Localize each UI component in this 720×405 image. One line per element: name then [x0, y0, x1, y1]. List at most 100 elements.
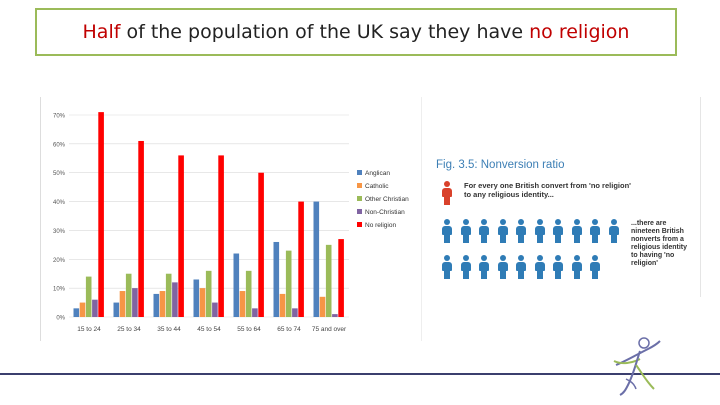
- x-tick-label: 15 to 24: [77, 326, 101, 333]
- person-body: [442, 226, 452, 235]
- bar-non-christian-6: [332, 314, 338, 317]
- person-head: [555, 255, 561, 261]
- legend-swatch: [357, 196, 362, 201]
- person-legs: [444, 196, 450, 205]
- bar-non-christian-4: [252, 308, 258, 317]
- nonvert-person-icon: [460, 255, 471, 279]
- bar-anglican-0: [73, 308, 80, 317]
- person-legs: [573, 234, 580, 243]
- nonvert-person-icon: [553, 219, 563, 243]
- person-legs: [555, 270, 561, 279]
- person-legs: [444, 234, 450, 243]
- person-body: [460, 226, 471, 235]
- bar-other-christian-3: [205, 270, 212, 317]
- person-head: [592, 219, 598, 225]
- religion-by-age-chart: 0% 10% 20% 30% 40% 50% 60% 70% 15 to 24 25 to 34 3…: [40, 97, 422, 341]
- person-body: [590, 262, 600, 271]
- x-tick-label: 35 to 44: [157, 326, 181, 333]
- bar-no-religion-3: [218, 155, 224, 317]
- bar-no-religion-1: [138, 140, 144, 317]
- person-legs: [481, 270, 487, 279]
- bar-anglican-3: [193, 279, 200, 317]
- bar-other-christian-4: [245, 270, 252, 317]
- y-tick-label: 50%: [53, 171, 66, 177]
- y-tick-label: 60%: [53, 142, 66, 148]
- person-body: [516, 226, 526, 235]
- person-body: [460, 262, 471, 271]
- person-body: [497, 262, 508, 271]
- nonvert-person-icon: [460, 219, 471, 243]
- nonvert-person-icon: [590, 255, 600, 279]
- bar-non-christian-5: [292, 308, 298, 317]
- person-legs: [481, 234, 487, 243]
- person-body: [497, 226, 508, 235]
- person-head: [518, 255, 524, 261]
- person-body: [479, 262, 489, 271]
- person-body: [590, 226, 600, 235]
- nonvert-person-icon: [516, 255, 526, 279]
- person-head: [536, 255, 543, 261]
- bar-other-christian-6: [325, 244, 332, 317]
- legend-swatch: [357, 170, 362, 175]
- bar-anglican-5: [273, 241, 280, 317]
- bar-other-christian-5: [285, 250, 292, 317]
- title-emphasis-half: Half: [82, 21, 121, 43]
- nonvert-person-icon: [442, 255, 452, 279]
- nonvert-person-icon: [608, 219, 619, 243]
- x-tick-label: 65 to 74: [277, 326, 301, 333]
- nonvert-person-icon: [534, 255, 545, 279]
- legend-swatch: [357, 222, 362, 227]
- legend-label: Other Christian: [365, 196, 409, 203]
- bar-catholic-2: [159, 291, 166, 317]
- y-tick-label: 70%: [53, 114, 66, 120]
- nonvert-person-icon: [571, 219, 582, 243]
- person-legs: [573, 270, 580, 279]
- person-legs: [462, 270, 469, 279]
- legend-swatch: [357, 183, 362, 188]
- legend-label: Catholic: [365, 183, 389, 190]
- bar-no-religion-4: [258, 172, 264, 317]
- person-legs: [610, 234, 617, 243]
- person-head: [536, 219, 543, 225]
- person-legs: [518, 234, 524, 243]
- nonvert-person-icon: [590, 219, 600, 243]
- person-legs: [536, 270, 543, 279]
- bar-other-christian-2: [165, 273, 172, 317]
- bar-no-religion-5: [298, 201, 304, 317]
- legend-swatch: [357, 209, 362, 214]
- nonvert-person-icon: [497, 255, 508, 279]
- nonvert-person-icon: [534, 219, 545, 243]
- nonvert-caption: ...there are nineteen British nonverts f…: [631, 220, 688, 267]
- person-head: [444, 255, 450, 261]
- nonversion-infographic: Fig. 3.5: Nonversion ratio For every one…: [428, 97, 701, 297]
- legend-label: Non-Christian: [365, 209, 405, 216]
- y-tick-label: 40%: [53, 200, 66, 206]
- bar-catholic-3: [199, 288, 206, 317]
- person-body: [553, 262, 563, 271]
- person-body: [608, 226, 619, 235]
- nonvert-person-icon: [571, 255, 582, 279]
- dancing-figure-logo-icon: [613, 337, 661, 396]
- person-head: [610, 219, 617, 225]
- legend-label: No religion: [365, 222, 396, 229]
- nonvert-person-icon: [516, 219, 526, 243]
- title-middle-text: of the population of the UK say they hav…: [120, 21, 530, 43]
- person-head: [499, 255, 506, 261]
- y-tick-label: 20%: [53, 258, 66, 264]
- person-head: [592, 255, 598, 261]
- nonvert-person-icon: [553, 255, 563, 279]
- person-legs: [555, 234, 561, 243]
- person-body: [571, 262, 582, 271]
- person-body: [442, 262, 452, 271]
- bar-other-christian-1: [125, 273, 132, 317]
- person-body: [534, 226, 545, 235]
- nonvert-person-icon: [497, 219, 508, 243]
- title-emphasis-no-religion: no religion: [529, 21, 630, 43]
- bar-no-religion-0: [98, 112, 104, 317]
- person-body: [553, 226, 563, 235]
- bar-anglican-6: [313, 201, 320, 317]
- person-head: [462, 219, 469, 225]
- person-body: [571, 226, 582, 235]
- person-head: [462, 255, 469, 261]
- chart-svg: 0% 10% 20% 30% 40% 50% 60% 70% 15 to 24 25 to 34 3…: [53, 112, 409, 333]
